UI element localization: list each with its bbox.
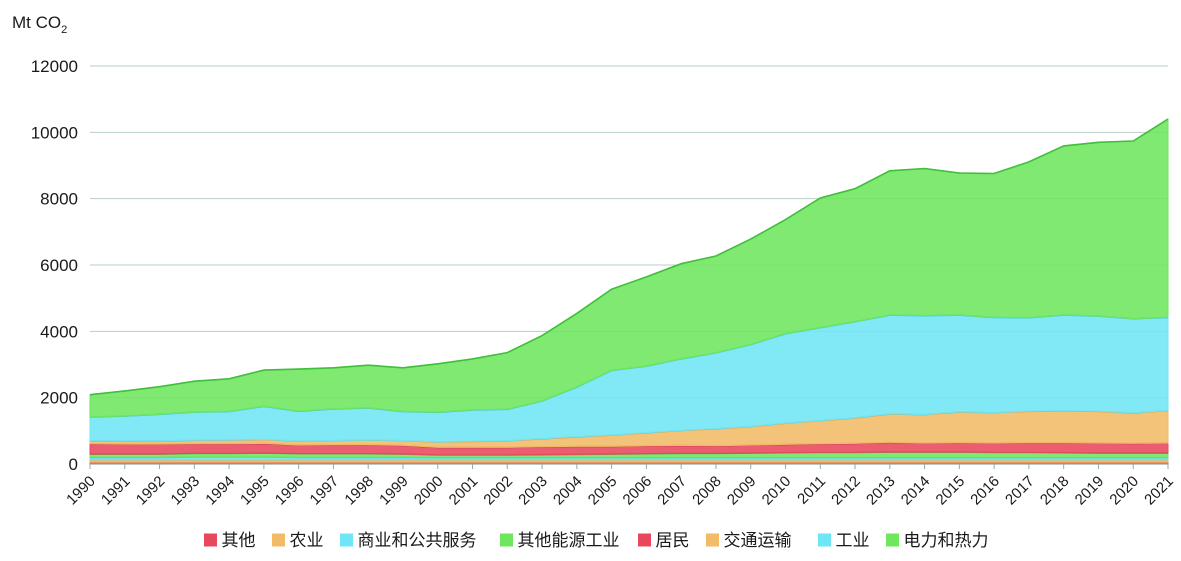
x-tick-label: 1993 [168, 473, 204, 509]
x-tick-label: 1998 [341, 473, 377, 509]
y-tick-label: 10000 [31, 123, 78, 142]
x-tick-label: 2000 [411, 473, 447, 509]
x-tick-label: 2018 [1037, 473, 1073, 509]
x-tick-label: 2007 [654, 473, 690, 509]
area-series-edge-7 [89, 118, 1169, 396]
x-tick-label: 2014 [898, 473, 934, 509]
legend-swatch [705, 532, 720, 548]
legend-label: 交通运输 [724, 531, 792, 551]
x-tick-label: 1995 [237, 473, 273, 509]
x-tick-label: 2006 [620, 473, 656, 509]
x-tick-label: 1992 [133, 473, 169, 509]
legend-swatch [339, 532, 354, 548]
y-tick-label: 2000 [40, 389, 78, 408]
legend-label: 电力和热力 [904, 531, 989, 551]
x-tick-label: 2019 [1072, 473, 1108, 509]
x-tick-label: 2011 [794, 473, 829, 508]
x-tick-label: 1994 [202, 473, 238, 509]
x-tick-label: 2013 [863, 473, 899, 509]
x-tick-label: 2004 [550, 473, 586, 509]
x-axis: 1990 1991 1992 1993 1994 1995 1996 1997 1998 1999… [63, 463, 1177, 509]
x-tick-label: 2015 [933, 473, 969, 509]
legend-swatch [885, 532, 900, 548]
legend-label: 工业 [836, 531, 870, 551]
legend-swatch [499, 532, 514, 548]
svg-text:Mt CO2: Mt CO2 [12, 13, 67, 36]
y-axis-ticks: 0 2000 4000 6000 8000 10000 12000 [31, 57, 78, 474]
x-tick-label: 2001 [446, 473, 482, 509]
y-tick-label: 4000 [40, 322, 78, 341]
legend-swatch [817, 532, 832, 548]
x-tick-label: 1991 [98, 473, 134, 509]
x-tick-label: 2010 [759, 473, 795, 509]
legend-swatch [637, 532, 652, 548]
legend-label: 农业 [290, 531, 324, 551]
x-tick-label: 2003 [515, 473, 551, 509]
legend-label: 其他 [222, 531, 256, 551]
y-tick-label: 0 [69, 455, 78, 474]
legend-label: 其他能源工业 [518, 531, 620, 551]
y-tick-label: 8000 [40, 190, 78, 209]
y-axis-unit-subscript: 2 [61, 24, 67, 36]
x-tick-label: 2021 [1141, 473, 1177, 509]
x-tick-label: 2002 [480, 473, 516, 509]
x-tick-label: 1997 [307, 473, 343, 509]
x-tick-label: 2020 [1106, 473, 1142, 509]
x-tick-label: 2016 [967, 473, 1003, 509]
y-tick-label: 6000 [40, 256, 78, 275]
y-axis-unit-label: Mt CO2 [12, 13, 67, 36]
x-tick-label: 2009 [724, 473, 760, 509]
y-axis-unit-text: Mt CO [12, 13, 61, 32]
y-tick-label: 12000 [31, 57, 78, 76]
x-tick-label: 2005 [585, 473, 621, 509]
legend: 其他 农业 商业和公共服务 其他能源工业 居民 交通运输 工业 电力和热力 [203, 531, 989, 551]
stacked-areas [89, 118, 1169, 465]
legend-label: 商业和公共服务 [358, 531, 477, 551]
x-tick-label: 1996 [272, 473, 308, 509]
x-tick-label: 1990 [63, 473, 99, 509]
x-tick-label: 2012 [828, 473, 864, 509]
legend-swatch [203, 532, 218, 548]
x-tick-label: 2008 [689, 473, 725, 509]
legend-swatch [271, 532, 286, 548]
x-tick-label: 1999 [376, 473, 412, 509]
x-tick-label: 2017 [1002, 473, 1038, 509]
legend-label: 居民 [656, 531, 690, 551]
